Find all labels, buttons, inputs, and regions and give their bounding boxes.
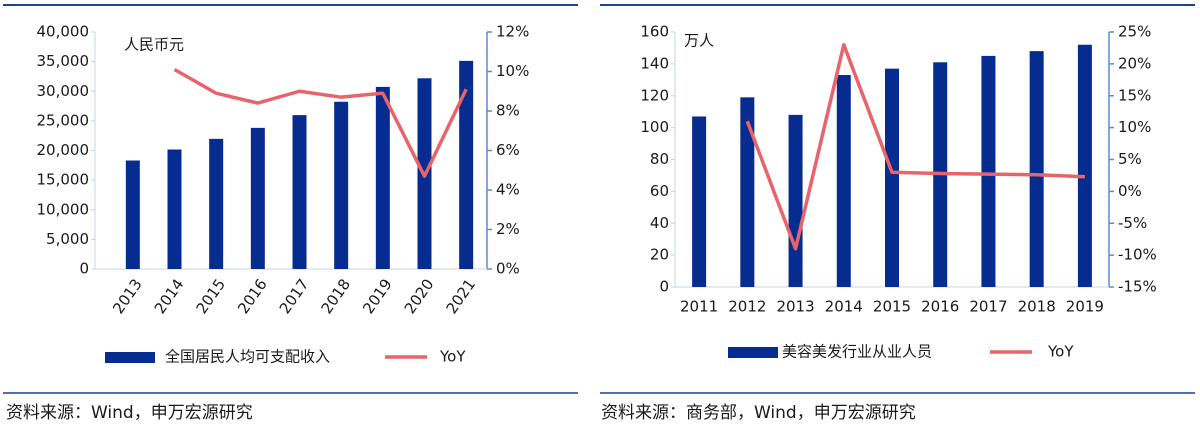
x-tick-label: 2011	[680, 298, 718, 316]
legend-label: 全国居民人均可支配收入	[165, 348, 330, 366]
y2-tick-label: 4%	[496, 181, 520, 199]
legend-label: YoY	[1047, 343, 1074, 361]
y-tick-label: 140	[640, 54, 669, 72]
y2-tick-label: 20%	[1118, 54, 1151, 72]
y2-tick-label: 25%	[1118, 23, 1151, 41]
line	[745, 43, 1085, 251]
legend-swatch	[105, 352, 155, 363]
y-tick-label: 35,000	[37, 52, 90, 70]
x-tick-label: 2017	[276, 276, 313, 318]
y-tick-label: 20,000	[37, 141, 90, 159]
y-tick-label: 20	[650, 246, 669, 264]
y2-tick-label: 6%	[496, 141, 520, 159]
y-tick-label: 0	[659, 278, 669, 296]
line	[173, 68, 468, 178]
bar	[1077, 44, 1092, 287]
x-tick-label: 2014	[825, 298, 863, 316]
x-tick-label: 2021	[442, 276, 479, 318]
y-tick-label: 40,000	[37, 23, 90, 41]
y-tick-label: 60	[650, 182, 669, 200]
y2-tick-label: 15%	[1118, 86, 1151, 104]
bar	[885, 68, 899, 287]
x-tick-label: 2016	[234, 276, 271, 318]
y-tick-label: 10,000	[37, 200, 90, 218]
y-tick-label: 25,000	[37, 111, 90, 129]
bar	[1029, 51, 1044, 287]
bar	[836, 75, 851, 287]
x-tick-label: 2015	[192, 276, 229, 318]
bar	[375, 86, 390, 269]
x-tick-label: 2016	[921, 298, 959, 316]
bar	[250, 127, 265, 270]
bar	[167, 149, 182, 269]
bar	[692, 116, 707, 287]
y2-tick-label: -10%	[1118, 246, 1157, 264]
y-tick-label: 30,000	[37, 82, 90, 100]
x-tick-label: 2019	[359, 276, 396, 318]
y-tick-label: 120	[640, 86, 669, 104]
y2-tick-label: 0%	[1118, 182, 1142, 200]
y2-tick-label: -15%	[1118, 278, 1157, 296]
unit-label: 万人	[684, 32, 714, 50]
x-tick-label: 2012	[728, 298, 766, 316]
y-tick-label: 5,000	[46, 230, 89, 248]
y-tick-label: 0	[79, 260, 89, 278]
legend-label: YoY	[439, 348, 466, 366]
y-tick-label: 100	[640, 118, 669, 136]
bar	[788, 114, 803, 287]
x-tick-label: 2014	[151, 276, 188, 318]
y2-tick-label: 0%	[496, 260, 520, 278]
legend-swatch	[728, 347, 778, 358]
y2-tick-label: 8%	[496, 102, 520, 120]
y-tick-label: 80	[650, 150, 669, 168]
x-tick-label: 2013	[776, 298, 814, 316]
bar	[740, 97, 755, 287]
y-tick-label: 15,000	[37, 171, 90, 189]
y2-tick-label: 2%	[496, 220, 520, 238]
bar	[292, 115, 307, 269]
x-tick-label: 2018	[317, 276, 354, 318]
bar	[459, 60, 474, 269]
x-tick-label: 2018	[1018, 298, 1056, 316]
y2-tick-label: 5%	[1118, 150, 1142, 168]
unit-label: 人民币元	[124, 36, 184, 54]
source-note: 资料来源：Wind，申万宏源研究	[6, 403, 253, 423]
legend-label: 美容美发行业从业人员	[782, 343, 932, 361]
bar	[125, 160, 140, 269]
bar	[334, 101, 349, 269]
x-tick-label: 2019	[1066, 298, 1104, 316]
y-tick-label: 160	[640, 23, 669, 41]
bar	[981, 55, 996, 287]
x-tick-label: 2015	[873, 298, 911, 316]
y2-tick-label: 12%	[496, 23, 529, 41]
y2-tick-label: 10%	[1118, 118, 1151, 136]
x-tick-label: 2013	[109, 276, 146, 318]
y2-tick-label: -5%	[1118, 214, 1147, 232]
y2-tick-label: 10%	[496, 62, 529, 80]
source-note: 资料来源：商务部，Wind，申万宏源研究	[601, 403, 916, 423]
x-tick-label: 2017	[969, 298, 1007, 316]
x-tick-label: 2020	[401, 276, 438, 318]
bar	[209, 138, 224, 269]
y-tick-label: 40	[650, 214, 669, 232]
